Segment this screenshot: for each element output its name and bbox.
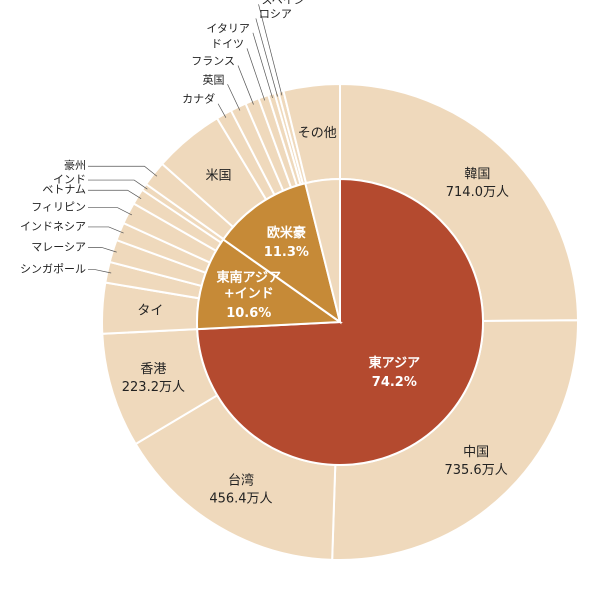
value-label: 735.6万人 xyxy=(444,463,507,478)
slice-label: カナダ xyxy=(182,92,215,106)
leader-line xyxy=(88,269,112,274)
inner-label: 東南アジア+インド xyxy=(217,269,281,301)
inner-slice xyxy=(221,182,342,325)
leader-line xyxy=(88,189,142,199)
leader-line xyxy=(246,48,266,101)
inner-label: 欧米豪 xyxy=(267,225,306,241)
leader-line xyxy=(88,246,117,253)
inner-value-label: 10.6% xyxy=(226,306,271,321)
inner-value-label: 11.3% xyxy=(264,245,309,260)
slice-label: インドネシア xyxy=(20,220,86,233)
value-label: 223.2万人 xyxy=(122,380,185,395)
slice-label: イタリア xyxy=(206,22,250,35)
leader-line xyxy=(237,65,254,105)
slice-label: ドイツ xyxy=(211,37,244,50)
slice-label: 豪州 xyxy=(64,158,86,172)
slice-label: シンガポール xyxy=(20,263,86,276)
slice-label: 米国 xyxy=(206,168,232,183)
slice-label: 韓国 xyxy=(464,167,490,182)
slice-label: インド xyxy=(53,173,86,186)
leader-line xyxy=(88,207,133,216)
slice-label: タイ xyxy=(137,303,163,318)
slice-label: ベトナム xyxy=(42,183,86,196)
leader-line xyxy=(258,4,283,96)
inner-slice xyxy=(304,177,341,323)
leader-line xyxy=(88,179,148,190)
leader-line xyxy=(252,32,273,99)
slice-label: フランス xyxy=(191,55,235,68)
leader-line xyxy=(88,165,158,177)
slice-label: スペイン xyxy=(262,0,305,6)
inner-value-label: 74.2% xyxy=(372,375,417,390)
slice-label: ロシア xyxy=(259,7,292,20)
leader-line xyxy=(227,84,241,111)
slice-label: 香港 xyxy=(140,362,166,377)
slice-label: 英国 xyxy=(203,72,225,86)
leader-line xyxy=(88,226,124,234)
value-label: 714.0万人 xyxy=(446,185,509,200)
leader-line xyxy=(217,103,227,118)
slice-label: 台湾 xyxy=(228,472,254,488)
inner-label: 東アジア xyxy=(369,355,420,371)
slice-label: マレーシア xyxy=(31,240,86,253)
inner-slice xyxy=(196,238,343,331)
value-label: 456.4万人 xyxy=(209,491,272,506)
leader-line xyxy=(255,18,278,97)
slice-label: フィリピン xyxy=(31,201,86,214)
slice-label: その他 xyxy=(298,126,337,141)
slice-label: 中国 xyxy=(463,445,489,460)
